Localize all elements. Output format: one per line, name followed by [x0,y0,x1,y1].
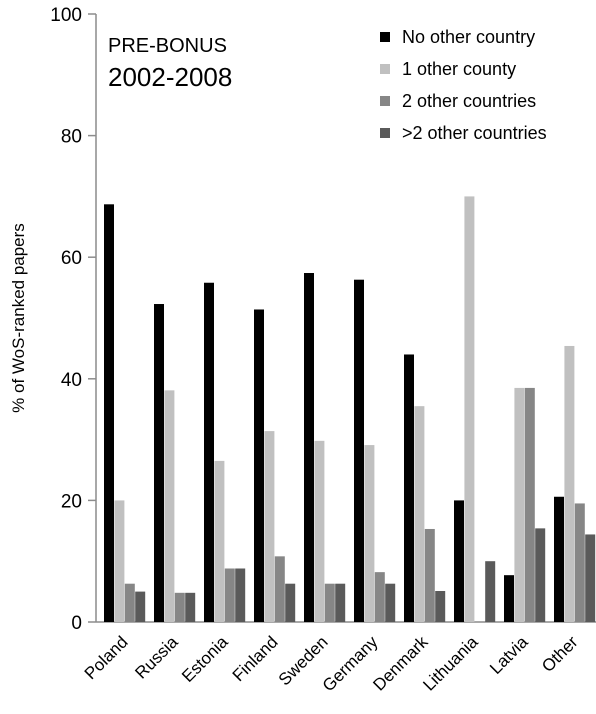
bar-finland-series-4 [285,583,296,622]
bar-estonia-series-3 [224,568,235,622]
bar-lithuania-series-4 [485,561,496,622]
legend-label: No other country [402,27,535,47]
bar-lithuania-series-2 [464,196,475,622]
y-axis-label: % of WoS-ranked papers [9,223,28,413]
bar-latvia-series-3 [524,387,535,622]
bar-estonia-series-4 [235,568,246,622]
legend-swatch [380,128,390,138]
bar-denmark-series-2 [414,406,425,622]
legend-label: >2 other countries [402,123,547,143]
bar-poland-series-1 [104,204,114,622]
bar-sweden-series-3 [324,583,335,622]
bar-germany-series-4 [385,583,396,622]
y-tick-label: 20 [61,491,82,512]
bar-russia-series-3 [174,592,185,622]
bar-finland-series-3 [274,556,285,622]
legend-swatch [380,64,390,74]
legend-label: 1 other county [402,59,516,79]
bar-russia-series-1 [154,304,164,622]
legend-label: 2 other countries [402,91,536,111]
y-tick-label: 100 [50,5,82,26]
bar-latvia-series-1 [504,575,514,622]
legend-swatch [380,96,390,106]
bar-denmark-series-3 [424,528,435,622]
y-tick-label: 40 [61,370,82,391]
x-tick-label: Poland [81,632,132,683]
bar-russia-series-2 [164,390,175,622]
x-tick-label: Other [538,632,582,676]
x-tick-label: Lithuania [419,632,482,695]
y-tick-label: 0 [71,613,82,634]
bar-other-series-1 [554,496,564,622]
y-tick-label: 80 [61,127,82,148]
bar-poland-series-4 [135,591,146,622]
bar-poland-series-2 [114,500,125,622]
legend: No other country 1 other county 2 other co… [380,27,547,143]
y-ticks: 0 20 40 60 80 100 [50,5,96,634]
chart-subtitle: 2002-2008 [108,62,232,92]
bar-lithuania-series-1 [454,500,464,622]
bar-germany-series-2 [364,445,375,622]
x-tick-label: Germany [319,632,382,695]
bar-latvia-series-4 [535,528,546,622]
bar-germany-series-3 [374,572,385,622]
bars [104,196,596,622]
bar-sweden-series-2 [314,440,325,622]
x-tick-label: Finland [229,632,282,685]
x-tick-label: Estonia [178,632,232,686]
bar-latvia-series-2 [514,387,525,622]
bar-denmark-series-4 [435,590,446,622]
bar-sweden-series-4 [335,583,346,622]
bar-estonia-series-2 [214,460,225,622]
bar-finland-series-1 [254,309,264,622]
legend-swatch [380,32,390,42]
bar-finland-series-2 [264,431,275,622]
bar-poland-series-3 [124,583,135,622]
bar-sweden-series-1 [304,273,314,622]
bar-other-series-3 [574,503,585,622]
chart-title: PRE-BONUS [108,35,227,57]
bar-other-series-2 [564,345,575,622]
x-tick-label: Russia [131,632,182,683]
bar-estonia-series-1 [204,282,214,622]
bar-germany-series-1 [354,279,364,622]
category-labels: Poland RussiaEstoniaFinlandSwedenGermanyD… [81,632,582,695]
bar-denmark-series-1 [404,354,414,622]
bar-russia-series-4 [185,592,196,622]
bar-other-series-4 [585,534,596,622]
x-tick-label: Latvia [486,632,532,678]
y-tick-label: 60 [61,248,82,269]
